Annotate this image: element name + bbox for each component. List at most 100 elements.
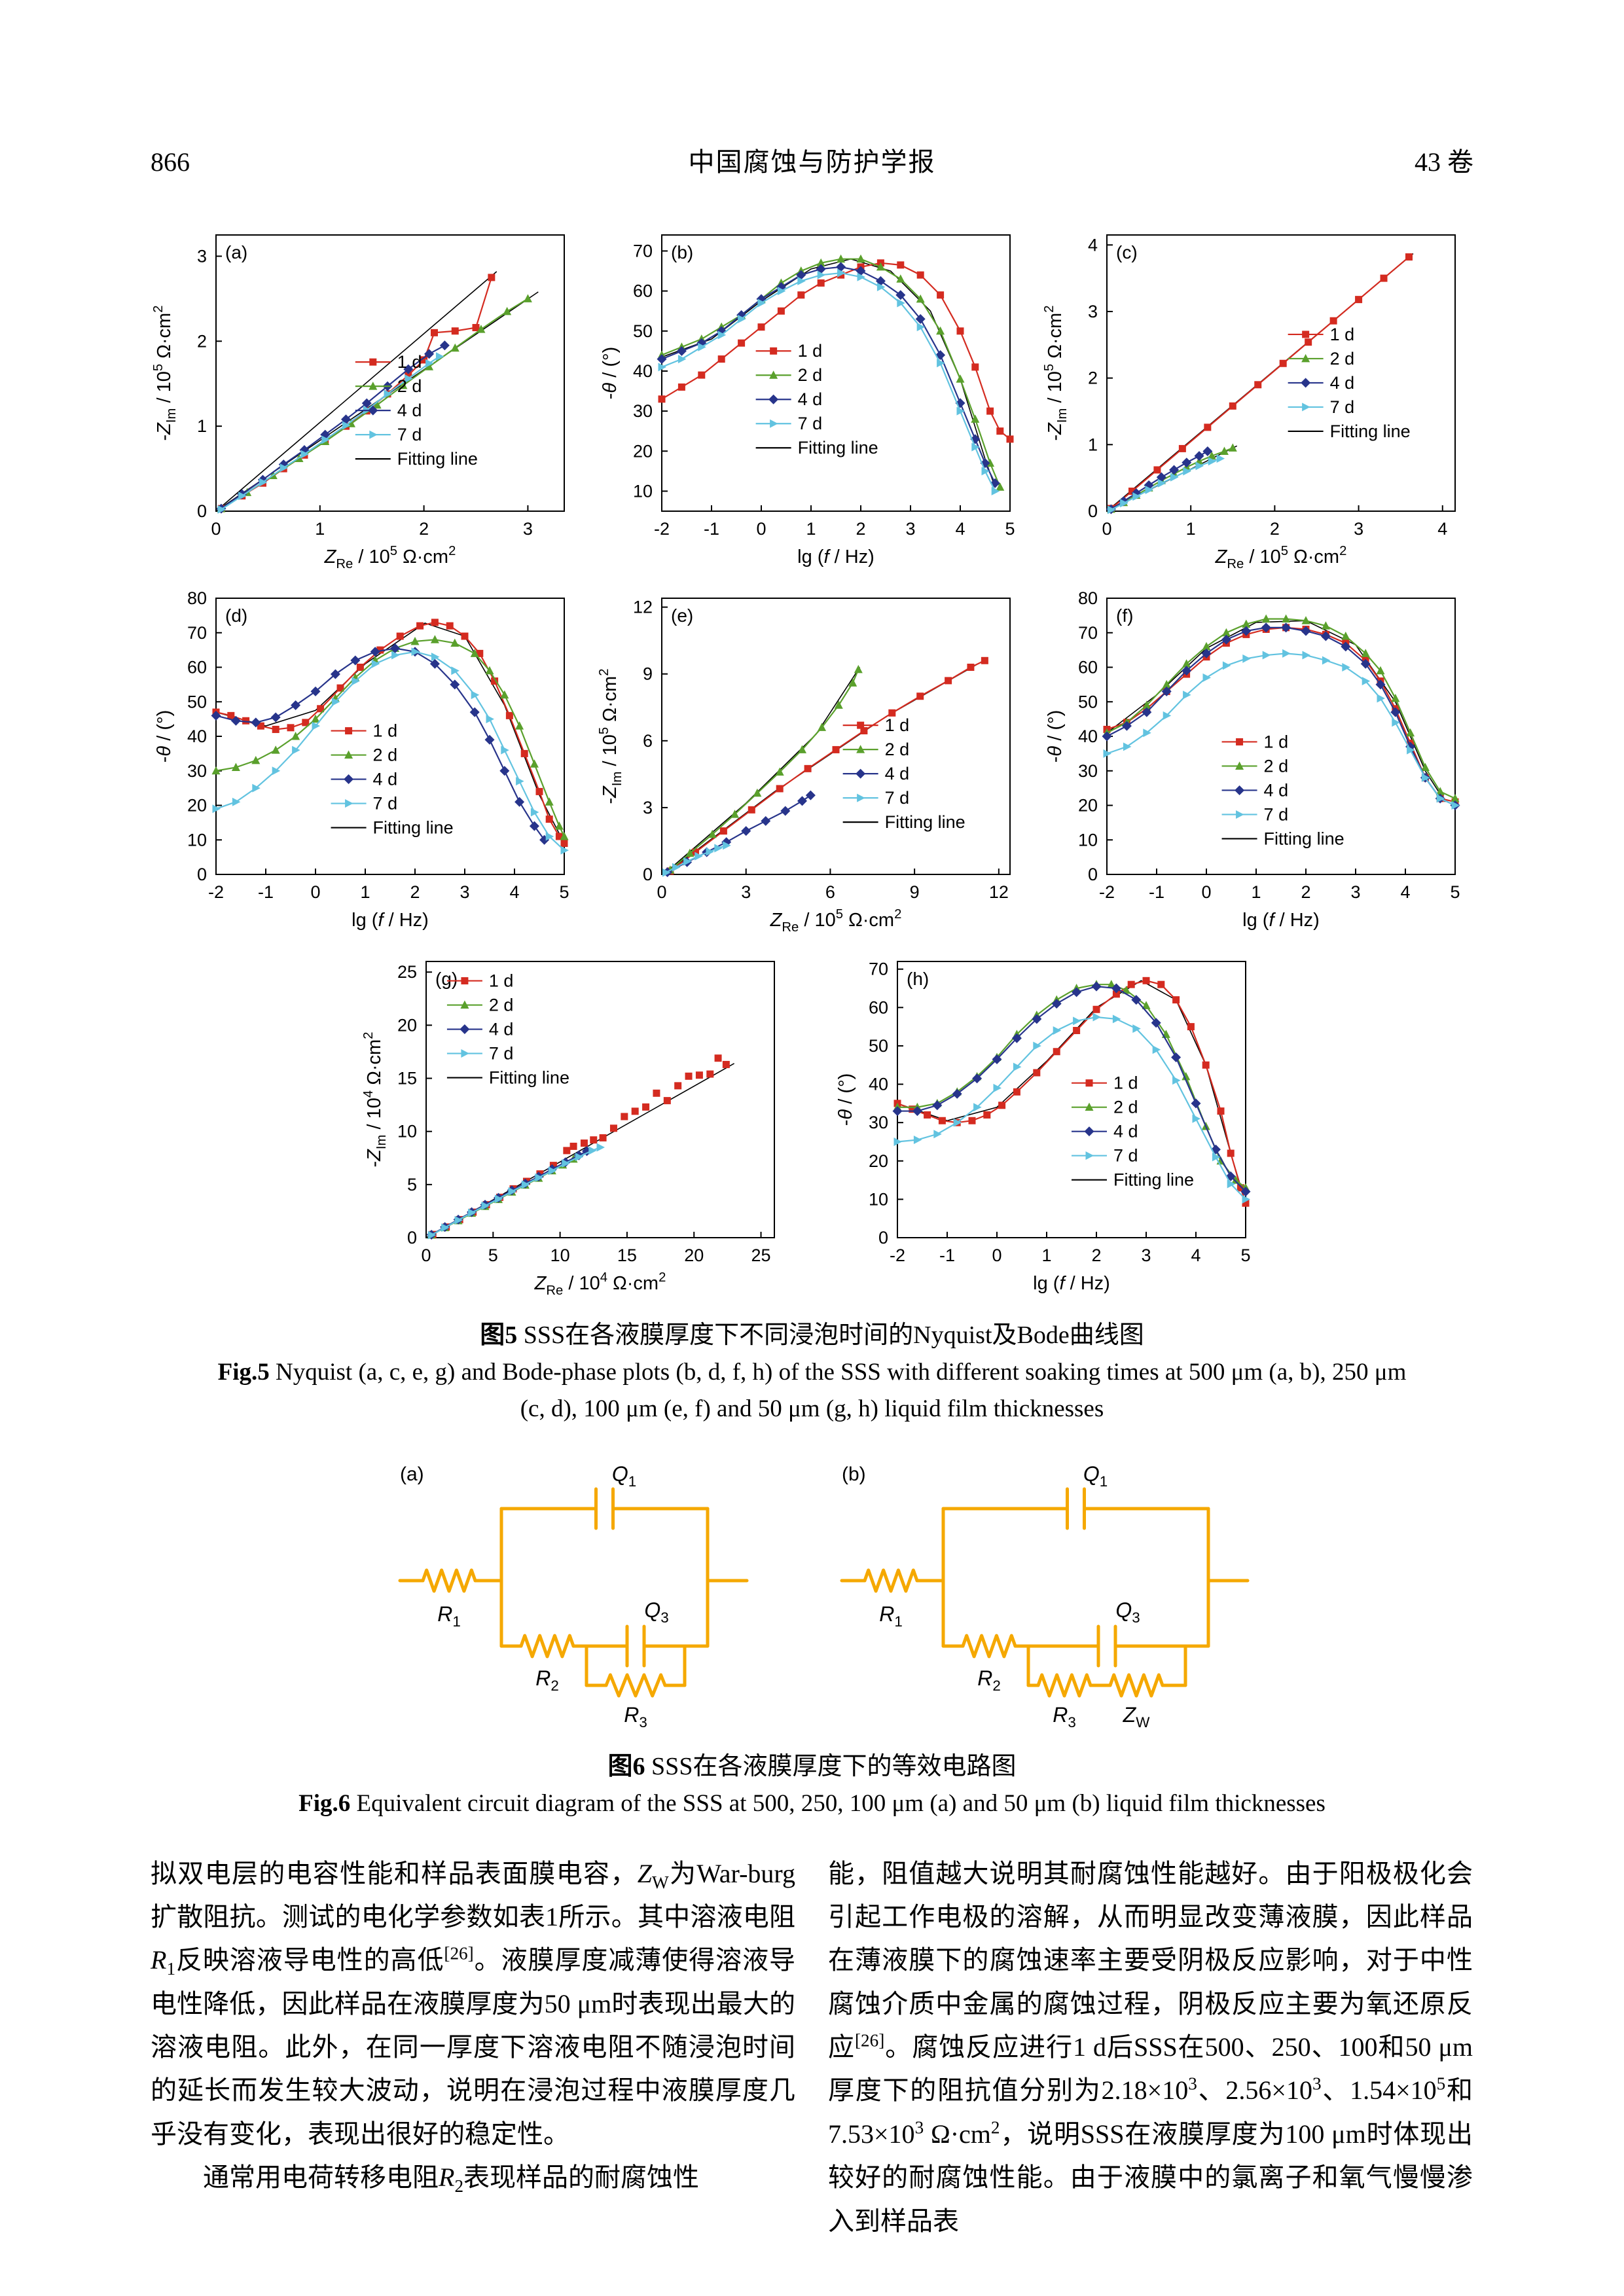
svg-text:-1: -1 [1149, 882, 1164, 902]
body-column-right: 能，阻值越大说明其耐腐蚀性能越好。由于阳极极化会引起工作电极的溶解，从而明显改变… [828, 1852, 1473, 2244]
svg-text:2: 2 [1088, 368, 1098, 388]
svg-text:-2: -2 [1099, 882, 1115, 902]
svg-text:(b): (b) [671, 242, 693, 262]
svg-text:12: 12 [988, 882, 1008, 902]
svg-text:2 d: 2 d [1330, 349, 1355, 368]
svg-text:lg (f / Hz): lg (f / Hz) [352, 910, 429, 931]
svg-text:5: 5 [1240, 1246, 1250, 1265]
svg-text:25: 25 [397, 962, 416, 982]
svg-text:Q3: Q3 [1115, 1598, 1140, 1626]
svg-text:1: 1 [197, 416, 207, 436]
svg-text:6: 6 [642, 731, 652, 751]
svg-text:4 d: 4 d [797, 389, 822, 409]
figure-6-caption: 图6 SSS在各液膜厚度下的等效电路图 Fig.6 Equivalent cir… [151, 1748, 1473, 1822]
svg-text:60: 60 [632, 281, 652, 301]
svg-text:0: 0 [756, 519, 766, 539]
svg-text:2 d: 2 d [797, 365, 822, 385]
figure-5-caption-en-line1: Fig.5 Nyquist (a, c, e, g) and Bode-phas… [217, 1359, 1407, 1386]
svg-text:4 d: 4 d [397, 401, 422, 420]
svg-text:0: 0 [657, 882, 666, 902]
svg-text:0: 0 [642, 865, 652, 884]
svg-text:20: 20 [187, 796, 207, 816]
svg-text:R2: R2 [535, 1666, 559, 1694]
svg-text:Fitting line: Fitting line [373, 818, 454, 838]
svg-text:Fitting line: Fitting line [1330, 422, 1411, 441]
svg-text:0: 0 [1088, 865, 1098, 884]
svg-text:-1: -1 [258, 882, 274, 902]
svg-text:10: 10 [1078, 830, 1098, 850]
paragraph: 能，阻值越大说明其耐腐蚀性能越好。由于阳极极化会引起工作电极的溶解，从而明显改变… [828, 1858, 1473, 2236]
svg-text:50: 50 [632, 321, 652, 341]
svg-text:ZRe / 105 Ω·cm2: ZRe / 105 Ω·cm2 [769, 907, 901, 935]
figure-5-caption-en-line2: (c, d), 100 μm (e, f) and 50 μm (g, h) l… [520, 1395, 1104, 1422]
svg-text:80: 80 [1078, 588, 1098, 608]
svg-text:ZRe / 104 Ω·cm2: ZRe / 104 Ω·cm2 [533, 1270, 666, 1298]
svg-text:lg (f / Hz): lg (f / Hz) [1033, 1273, 1110, 1294]
chart-a-nyquist-500um: 0 1 2 3 0 1 2 3 ZRe / 105 Ω·cm2 -ZIm / 105 Ω·cm2 (… [151, 217, 583, 573]
svg-text:lg (f / Hz): lg (f / Hz) [797, 547, 875, 567]
svg-text:(a): (a) [225, 242, 247, 262]
svg-text:1: 1 [1251, 882, 1261, 902]
svg-text:ZRe / 105 Ω·cm2: ZRe / 105 Ω·cm2 [324, 544, 456, 571]
svg-text:4: 4 [955, 519, 965, 539]
svg-text:-1: -1 [703, 519, 719, 539]
svg-text:7 d: 7 d [1113, 1146, 1138, 1166]
figure-5-row-1: 0 1 2 3 0 1 2 3 ZRe / 105 Ω·cm2 -ZIm / 105 Ω·cm2(… [151, 217, 1473, 573]
body-text: 拟双电层的电容性能和样品表面膜电容，ZW为War-burg扩散阻抗。测试的电化学… [151, 1852, 1473, 2244]
svg-text:2: 2 [419, 519, 429, 539]
svg-text:R1: R1 [437, 1602, 461, 1630]
svg-text:(g): (g) [435, 969, 458, 989]
figure-6-caption-cn: 图6 SSS在各液膜厚度下的等效电路图 [607, 1753, 1017, 1780]
svg-text:(c): (c) [1116, 242, 1138, 262]
page-header: 866 中国腐蚀与防护学报 43 卷 [151, 141, 1473, 179]
chart-d-bode-250um: -2 -1 0 1 2 3 4 5 0 10 20 30 40 50 60 70 80 lg (f / Hz) -θ… [151, 580, 583, 937]
svg-text:10: 10 [868, 1189, 888, 1209]
svg-text:20: 20 [1078, 796, 1098, 816]
svg-text:20: 20 [684, 1246, 704, 1265]
figure-6: R1 Q1 R2 Q3 R3 (a) R1 Q1 R2 Q3 R3 ZW (b) 图6 SSS在各液膜厚… [151, 1453, 1473, 1822]
svg-text:4 d: 4 d [1330, 373, 1355, 393]
svg-text:0: 0 [421, 1246, 431, 1265]
svg-text:1 d: 1 d [397, 352, 422, 372]
svg-text:Fitting line: Fitting line [397, 449, 478, 469]
body-column-left: 拟双电层的电容性能和样品表面膜电容，ZW为War-burg扩散阻抗。测试的电化学… [151, 1852, 795, 2244]
svg-text:4 d: 4 d [373, 770, 398, 789]
svg-text:7 d: 7 d [797, 414, 822, 433]
chart-e-nyquist-100um: 0 3 6 9 12 0 3 6 9 12 ZRe / 105 Ω·cm2 -ZIm / 105 Ω·… [596, 580, 1028, 937]
svg-text:1: 1 [1186, 519, 1196, 539]
journal-title: 中国腐蚀与防护学报 [688, 147, 936, 177]
svg-text:3: 3 [197, 246, 207, 266]
svg-text:0: 0 [878, 1228, 888, 1247]
svg-text:(a): (a) [400, 1463, 424, 1485]
svg-text:2: 2 [197, 331, 207, 351]
svg-text:3: 3 [1350, 882, 1360, 902]
svg-text:1: 1 [1088, 435, 1098, 454]
svg-text:0: 0 [1102, 519, 1111, 539]
svg-text:4: 4 [1437, 519, 1447, 539]
svg-text:1 d: 1 d [797, 341, 822, 361]
svg-text:0: 0 [211, 519, 221, 539]
svg-text:7 d: 7 d [1330, 397, 1355, 417]
svg-text:-θ / (°): -θ / (°) [1045, 710, 1066, 763]
figure-6-caption-en: Fig.6 Equivalent circuit diagram of the … [298, 1790, 1326, 1817]
svg-text:-θ / (°): -θ / (°) [835, 1073, 856, 1126]
svg-text:-2: -2 [208, 882, 224, 902]
svg-text:0: 0 [310, 882, 320, 902]
svg-text:ZRe / 105 Ω·cm2: ZRe / 105 Ω·cm2 [1215, 544, 1347, 571]
svg-text:5: 5 [488, 1246, 497, 1265]
chart-b-bode-500um: -2 -1 0 1 2 3 4 5 10 20 30 40 50 60 70 lg (f / Hz) -θ / … [596, 217, 1028, 573]
svg-text:0: 0 [992, 1246, 1001, 1265]
svg-text:50: 50 [868, 1036, 888, 1056]
svg-text:3: 3 [523, 519, 533, 539]
svg-text:15: 15 [397, 1069, 416, 1088]
chart-svg-(c): 0 1 2 3 4 0 1 2 3 4 ZRe / 105 Ω·cm2 -ZIm / 105 Ω·cm… [1042, 234, 1456, 571]
svg-text:-1: -1 [939, 1246, 954, 1265]
svg-text:9: 9 [642, 664, 652, 684]
svg-text:2 d: 2 d [1264, 756, 1289, 776]
svg-text:-2: -2 [653, 519, 669, 539]
svg-text:4: 4 [509, 882, 519, 902]
chart-h-bode-50um: -2 -1 0 1 2 3 4 5 0 10 20 30 40 50 60 70 lg (f / Hz) -θ /… [832, 943, 1264, 1300]
svg-text:10: 10 [397, 1122, 416, 1141]
